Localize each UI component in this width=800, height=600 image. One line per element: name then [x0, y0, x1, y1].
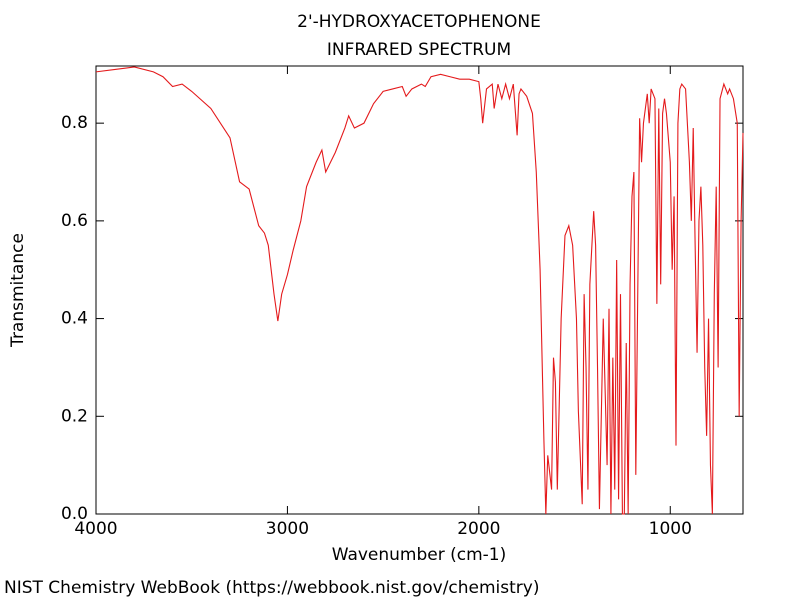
footer: NIST Chemistry WebBook (https://webbook.…	[4, 578, 539, 598]
plot-frame	[95, 65, 744, 515]
y-tick-label: 0.6	[61, 211, 88, 231]
x-tick-label: 4000	[74, 519, 117, 539]
y-tick-label: 0.0	[61, 504, 88, 524]
chart-subtitle: INFRARED SPECTRUM	[327, 40, 511, 60]
y-axis-label: Transmitance	[8, 233, 28, 348]
spectrum-line	[95, 66, 744, 515]
x-tick-label: 3000	[266, 519, 309, 539]
x-tick-label: 1000	[649, 519, 692, 539]
y-tick-label: 0.8	[61, 113, 88, 133]
x-axis-label: Wavenumber (cm-1)	[332, 545, 507, 565]
x-tick-label: 2000	[457, 519, 500, 539]
y-tick-label: 0.2	[61, 406, 88, 426]
chart-title: 2'-HYDROXYACETOPHENONE	[297, 12, 541, 32]
y-tick-label: 0.4	[61, 309, 88, 329]
